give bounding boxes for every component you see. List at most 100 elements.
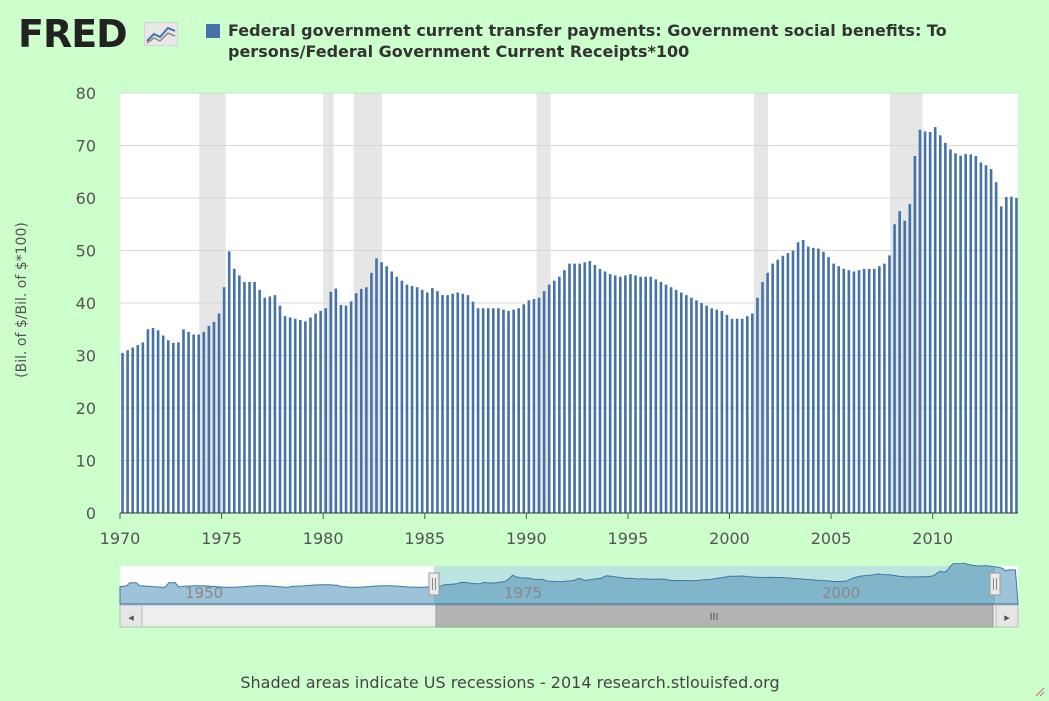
data-bar (603, 271, 607, 513)
data-bar (415, 287, 419, 513)
data-bar (151, 327, 155, 513)
data-bar (359, 288, 363, 513)
data-bar (212, 321, 216, 513)
data-bar (410, 285, 414, 513)
navigator[interactable]: 1950 1975 2000 (119, 562, 1019, 605)
data-bar (938, 135, 942, 513)
data-bar (608, 274, 612, 513)
data-bar (334, 288, 338, 513)
data-bar (659, 282, 663, 513)
x-tick-label: 1980 (303, 529, 344, 548)
data-bar (542, 291, 546, 513)
data-bar (690, 297, 693, 513)
data-bar (842, 268, 846, 513)
data-bar (903, 220, 907, 513)
data-bar (822, 251, 825, 513)
x-tick-label: 2000 (709, 529, 750, 548)
data-bar (578, 263, 581, 513)
data-bar (370, 272, 373, 513)
scroll-right-button[interactable] (995, 604, 1019, 628)
data-bar (745, 316, 749, 513)
data-bars (121, 127, 1018, 513)
data-bar (756, 297, 759, 513)
data-bar (730, 318, 734, 513)
y-tick-label: 40 (76, 294, 96, 313)
data-bar (710, 308, 714, 513)
x-tick-label: 1995 (608, 529, 649, 548)
data-bar (700, 303, 703, 513)
data-bar (385, 266, 388, 513)
data-bar (197, 334, 201, 513)
data-bar (319, 310, 322, 513)
navigator-left-handle[interactable] (428, 572, 440, 596)
data-bar (354, 293, 358, 513)
data-bar (131, 347, 134, 513)
x-tick-label: 2005 (811, 529, 852, 548)
data-bar (253, 282, 256, 513)
data-bar (796, 242, 800, 513)
navigator-label-1975: 1975 (504, 584, 542, 602)
data-bar (781, 255, 785, 513)
data-bar (593, 264, 597, 513)
data-bar (537, 297, 541, 513)
data-bar (649, 276, 653, 513)
data-bar (872, 268, 876, 513)
data-bar (172, 342, 175, 513)
data-bar (527, 300, 531, 513)
data-bar (918, 129, 922, 513)
data-bar (634, 275, 637, 513)
scrollbar[interactable]: ◂ III ▸ (119, 604, 1019, 628)
y-tick-label: 60 (76, 189, 96, 208)
data-bar (431, 288, 434, 513)
data-bar (161, 335, 165, 513)
data-bar (669, 287, 673, 513)
fred-logo[interactable]: FRED (18, 12, 128, 56)
data-bar (365, 287, 368, 513)
data-bar (933, 127, 937, 513)
data-bar (446, 295, 449, 513)
data-bar (395, 276, 399, 513)
data-bar (182, 329, 185, 513)
legend-swatch (206, 24, 220, 38)
chart-header: FRED Federal government current transfer… (0, 0, 1049, 80)
data-bar (283, 316, 287, 513)
data-bar (817, 248, 820, 513)
data-bar (380, 262, 383, 513)
data-bar (969, 154, 973, 513)
data-bar (375, 258, 378, 513)
data-bar (502, 309, 505, 513)
data-bar (629, 274, 632, 513)
data-bar (898, 211, 901, 513)
data-bar (928, 132, 932, 513)
data-bar (588, 261, 592, 513)
data-bar (994, 182, 998, 513)
scroll-left-button[interactable] (119, 604, 143, 628)
navigator-right-handle[interactable] (989, 572, 1001, 596)
data-bar (639, 276, 642, 513)
data-bar (857, 270, 861, 513)
scrollbar-thumb[interactable] (435, 604, 994, 628)
data-bar (883, 263, 886, 513)
x-tick-label: 1985 (404, 529, 445, 548)
data-bar (852, 271, 856, 513)
data-bar (476, 308, 480, 513)
data-bar (654, 279, 658, 513)
data-bar (278, 305, 282, 513)
data-bar (441, 295, 444, 513)
data-bar (309, 317, 312, 513)
data-bar (121, 352, 124, 513)
data-bar (451, 293, 454, 513)
data-bar (801, 240, 805, 513)
data-bar (248, 282, 251, 513)
data-bar (263, 297, 267, 513)
data-bar (339, 304, 343, 513)
data-bar (227, 251, 231, 513)
data-bar (146, 329, 150, 513)
data-bar (832, 263, 835, 513)
data-bar (812, 247, 815, 513)
data-bar (761, 282, 764, 513)
y-tick-labels: 0 10 20 30 40 50 60 70 80 (76, 84, 96, 523)
data-bar (558, 276, 561, 513)
data-bar (923, 131, 927, 513)
